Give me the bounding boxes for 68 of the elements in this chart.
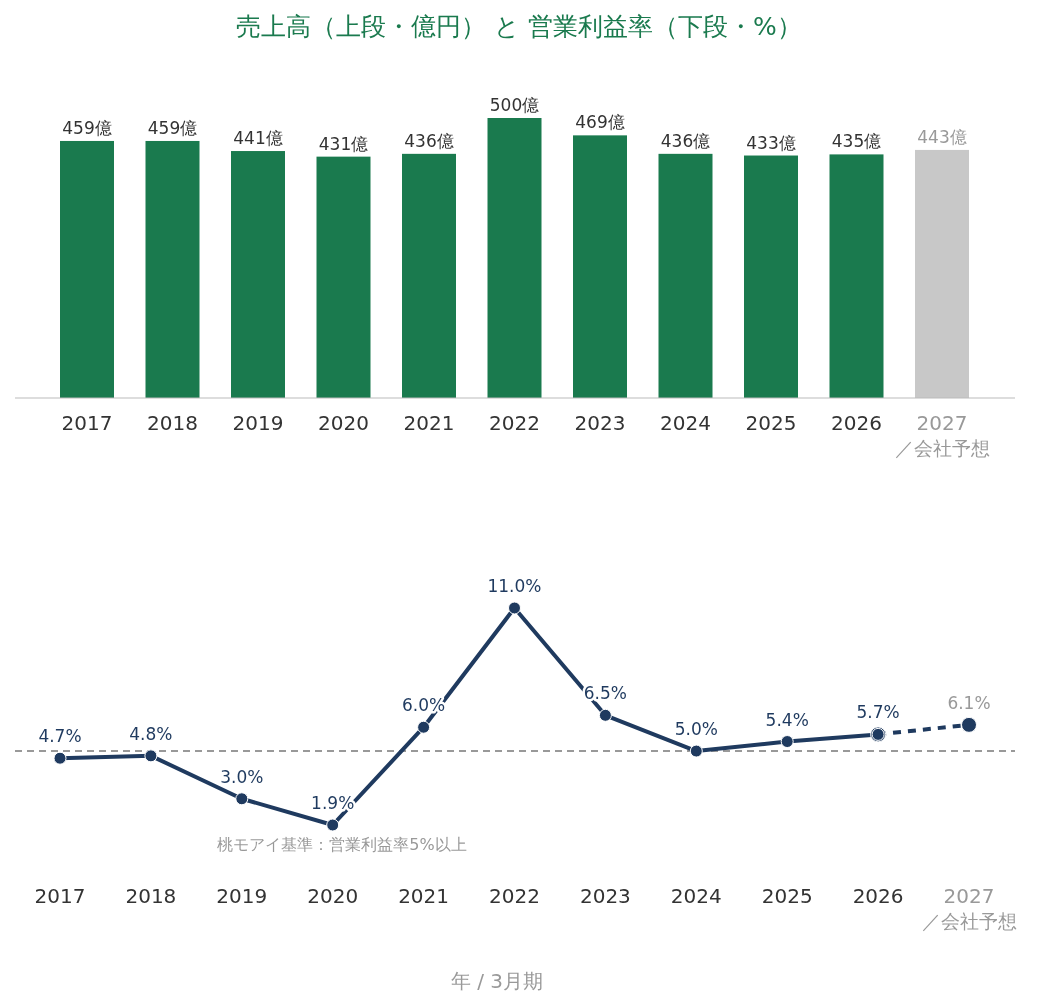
bar [231, 151, 285, 398]
data-label: 5.7% [856, 702, 900, 723]
data-label: 3.0% [220, 766, 264, 787]
bar [829, 154, 884, 398]
x-tick-label: 2027 [916, 411, 968, 435]
text: ／会社予想 [921, 910, 1017, 932]
data-label: 5.4% [765, 709, 809, 730]
data-label: 443億 [917, 126, 967, 147]
chart-title: 売上高（上段・億円） と 営業利益率（下段・%） [236, 12, 802, 41]
data-label: 5.0% [674, 719, 718, 740]
x-tick-label: 2020 [318, 411, 369, 435]
data-label: 469億 [575, 112, 625, 133]
point [508, 601, 521, 615]
data-label: 4.7% [38, 726, 82, 747]
point [689, 744, 703, 758]
bar [744, 155, 798, 398]
bar [658, 153, 713, 398]
point [780, 735, 794, 749]
bar [145, 140, 200, 398]
data-label: 436億 [404, 130, 454, 151]
x-tick-label: 2023 [574, 411, 626, 435]
data-label: 11.0% [487, 576, 542, 596]
x-tick-label: 2021 [398, 884, 450, 908]
x-tick-label: 2019 [216, 884, 268, 908]
data-label: 435億 [831, 131, 882, 152]
data-label: 459億 [147, 117, 198, 138]
x-axis-title: 年 / 3月期 [450, 969, 544, 993]
data-label: 431億 [318, 133, 369, 154]
bar [316, 156, 371, 398]
point [53, 751, 67, 765]
data-label: 436億 [660, 130, 711, 151]
data-label: 459億 [62, 117, 112, 138]
ref-line-label: 桃モアイ基準：営業利益率5%以上 [217, 835, 467, 854]
data-label: 433億 [746, 132, 796, 153]
bar [573, 135, 627, 398]
bar [60, 140, 114, 398]
x-tick-label: 2024 [670, 884, 722, 908]
text: ／会社予想 [894, 437, 990, 459]
x-tick-label: 2018 [125, 884, 177, 908]
x-tick-label: 2025 [761, 884, 813, 908]
data-label: 4.8% [129, 723, 173, 744]
bar [915, 149, 969, 398]
point [598, 708, 612, 722]
x-tick-label: 2017 [34, 884, 86, 908]
x-tick-label: 2025 [745, 411, 797, 435]
point [961, 716, 977, 733]
data-label: 6.1% [947, 692, 991, 713]
x-tick-label: 2021 [403, 411, 455, 435]
data-label: 500億 [489, 95, 540, 115]
x-tick-label: 2026 [831, 411, 882, 435]
data-label: 1.9% [311, 793, 355, 813]
x-tick-label: 2022 [489, 884, 540, 908]
x-tick-label: 2019 [232, 411, 284, 435]
x-tick-label: 2018 [147, 411, 198, 435]
point [144, 749, 158, 763]
x-tick-label: 2026 [852, 884, 904, 908]
point [235, 792, 249, 806]
x-tick-label: 2017 [61, 411, 113, 435]
bar [402, 153, 456, 398]
x-tick-label: 2020 [307, 884, 359, 908]
bar [487, 118, 542, 398]
x-tick-label: 2027 [943, 884, 995, 908]
data-label: 441億 [233, 128, 283, 149]
point [417, 720, 431, 734]
x-tick-label: 2022 [489, 411, 540, 435]
point [326, 818, 340, 832]
x-tick-label: 2023 [579, 884, 631, 908]
x-tick-label: 2024 [660, 411, 711, 435]
